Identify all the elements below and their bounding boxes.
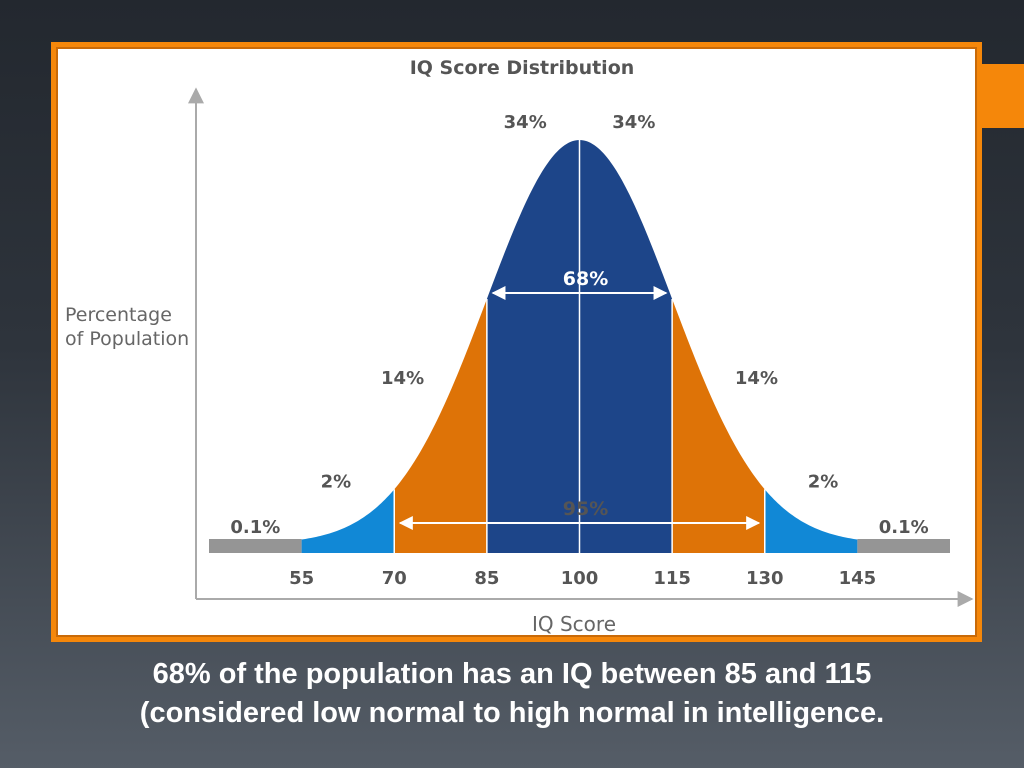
x-tick-label: 100 (561, 568, 599, 589)
band-percent-label: 0.1% (879, 517, 929, 538)
y-axis-label-line2: of Population (65, 328, 189, 350)
band-percent-label: 0.1% (230, 517, 280, 538)
bands-layer (209, 140, 950, 553)
caption-line2: (considered low normal to high normal in… (139, 697, 885, 729)
chart-title: IQ Score Distribution (410, 57, 635, 79)
x-axis-label: IQ Score (532, 612, 616, 636)
labels-layer: 0.1% 2% 14% 34% 34% 14% 2% 0.1% 55 70 85 100 115 130 1… (230, 112, 928, 589)
axes-layer (188, 87, 974, 607)
distribution-band (672, 298, 765, 553)
distribution-band (301, 489, 395, 553)
ranges-layer: 68% 95% (398, 268, 761, 530)
x-tick-label: 130 (746, 568, 784, 589)
distribution-band (394, 298, 487, 553)
x-tick-label: 70 (382, 568, 407, 589)
band-percent-label: 14% (735, 368, 778, 389)
band-percent-label: 2% (321, 471, 352, 492)
caption-line1: 68% of the population has an IQ between … (152, 658, 872, 690)
distribution-band (857, 539, 950, 553)
x-tick-label: 85 (474, 568, 499, 589)
x-tick-label: 115 (653, 568, 691, 589)
distribution-band (486, 140, 580, 553)
y-axis-label-line1: Percentage (65, 304, 172, 326)
distribution-band (579, 140, 673, 553)
caption: 68% of the population has an IQ between … (0, 655, 1024, 733)
chart-frame: 68% 95% 0.1% 2% 14% 34% 34% 14% 2% 0.1% 55 70 85 100… (51, 42, 982, 642)
band-percent-label: 34% (612, 112, 655, 133)
distribution-band (209, 539, 302, 553)
distribution-band (764, 489, 858, 553)
band-percent-label: 2% (808, 471, 839, 492)
band-percent-label: 34% (504, 112, 547, 133)
x-tick-label: 55 (289, 568, 314, 589)
range-label: 95% (563, 498, 608, 520)
chart-frame-inner-border (56, 47, 977, 637)
range-label: 68% (563, 268, 608, 290)
x-tick-label: 145 (839, 568, 877, 589)
iq-distribution-chart: 68% 95% 0.1% 2% 14% 34% 34% 14% 2% 0.1% 55 70 85 100… (65, 57, 974, 636)
band-percent-label: 14% (381, 368, 424, 389)
center-line-layer (393, 140, 766, 553)
